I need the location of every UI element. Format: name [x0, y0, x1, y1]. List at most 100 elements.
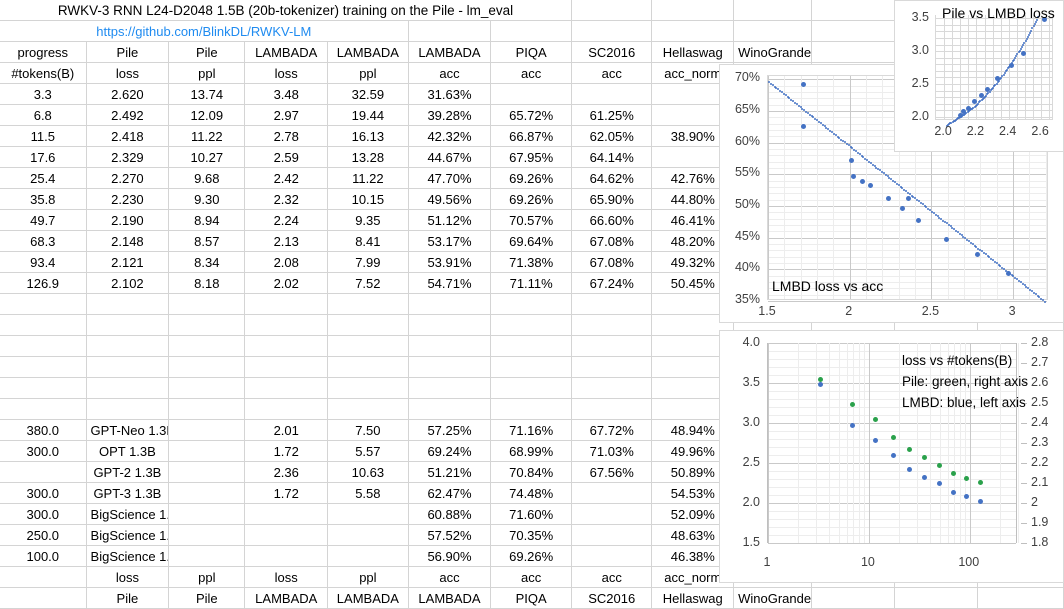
column-header-2[interactable]: loss	[86, 62, 170, 84]
data-cell[interactable]: 7.50	[327, 419, 409, 441]
data-cell[interactable]	[168, 503, 246, 525]
data-cell[interactable]: 13.28	[327, 146, 409, 168]
data-cell[interactable]: 69.26%	[490, 188, 572, 210]
column-header-4[interactable]: LAMBADA	[244, 41, 329, 63]
empty-cell[interactable]	[86, 398, 170, 420]
empty-cell[interactable]	[811, 20, 896, 42]
data-cell[interactable]: 57.25%	[408, 419, 492, 441]
data-cell[interactable]	[168, 419, 246, 441]
data-cell[interactable]: 9.35	[327, 209, 409, 231]
column-header-7[interactable]: acc	[490, 62, 572, 84]
data-cell[interactable]: 53.91%	[408, 251, 492, 273]
footer-header-8[interactable]: SC2016	[571, 587, 653, 609]
data-cell[interactable]	[327, 503, 409, 525]
data-cell[interactable]: 69.26%	[490, 167, 572, 189]
empty-cell[interactable]	[571, 20, 653, 42]
data-cell[interactable]	[168, 524, 246, 546]
column-header-9[interactable]: acc_norm	[651, 62, 735, 84]
data-cell[interactable]	[0, 461, 87, 483]
empty-cell[interactable]	[651, 0, 735, 21]
data-cell[interactable]: 19.44	[327, 104, 409, 126]
empty-cell[interactable]	[168, 398, 246, 420]
data-cell[interactable]	[571, 524, 653, 546]
data-cell[interactable]: 12.09	[168, 104, 246, 126]
data-cell[interactable]	[571, 545, 653, 567]
data-cell[interactable]: 71.60%	[490, 503, 572, 525]
data-cell[interactable]: 11.22	[327, 167, 409, 189]
data-cell[interactable]: 2.97	[244, 104, 329, 126]
data-cell[interactable]: 69.26%	[490, 545, 572, 567]
column-header-5[interactable]: ppl	[327, 62, 409, 84]
empty-cell[interactable]	[86, 377, 170, 399]
data-cell[interactable]: 16.13	[327, 125, 409, 147]
data-cell[interactable]: 2.59	[244, 146, 329, 168]
data-cell[interactable]: 32.59	[327, 83, 409, 105]
data-cell[interactable]: 71.38%	[490, 251, 572, 273]
data-cell[interactable]: 50.45%	[651, 272, 735, 294]
column-header-2[interactable]: Pile	[86, 41, 170, 63]
empty-cell[interactable]	[571, 356, 653, 378]
data-cell[interactable]: 65.72%	[490, 104, 572, 126]
data-cell[interactable]: 54.53%	[651, 482, 735, 504]
data-cell[interactable]: 52.09%	[651, 503, 735, 525]
model-name-cell[interactable]: OPT 1.3B	[86, 440, 170, 462]
model-name-cell[interactable]: BigScience 1.3B-Pile	[86, 503, 170, 525]
data-cell[interactable]: 3.48	[244, 83, 329, 105]
footer-header-4[interactable]: loss	[244, 566, 329, 588]
empty-cell[interactable]	[244, 356, 329, 378]
empty-cell[interactable]	[811, 0, 896, 21]
data-cell[interactable]: 39.28%	[408, 104, 492, 126]
data-cell[interactable]: 2.13	[244, 230, 329, 252]
data-cell[interactable]: 2.42	[244, 167, 329, 189]
data-cell[interactable]	[571, 482, 653, 504]
empty-cell[interactable]	[327, 335, 409, 357]
data-cell[interactable]	[168, 461, 246, 483]
empty-cell[interactable]	[0, 377, 87, 399]
empty-cell[interactable]	[490, 356, 572, 378]
empty-cell[interactable]	[168, 377, 246, 399]
empty-cell[interactable]	[651, 314, 735, 336]
data-cell[interactable]: 1.72	[244, 440, 329, 462]
empty-cell[interactable]	[0, 356, 87, 378]
data-cell[interactable]: 49.96%	[651, 440, 735, 462]
empty-cell[interactable]	[408, 335, 492, 357]
footer-header-4[interactable]: LAMBADA	[244, 587, 329, 609]
data-cell[interactable]: 2.148	[86, 230, 170, 252]
data-cell[interactable]	[571, 503, 653, 525]
empty-cell[interactable]	[490, 377, 572, 399]
data-cell[interactable]: 6.8	[0, 104, 87, 126]
empty-cell[interactable]	[168, 314, 246, 336]
data-cell[interactable]: 67.56%	[571, 461, 653, 483]
empty-cell[interactable]	[244, 314, 329, 336]
github-link[interactable]: https://github.com/BlinkDL/RWKV-LM	[0, 20, 409, 42]
data-cell[interactable]: 13.74	[168, 83, 246, 105]
footer-header-8[interactable]: acc	[571, 566, 653, 588]
empty-cell[interactable]	[571, 377, 653, 399]
data-cell[interactable]: 42.76%	[651, 167, 735, 189]
empty-cell[interactable]	[490, 398, 572, 420]
model-name-cell[interactable]: BigScience 1.3B-Pile	[86, 545, 170, 567]
empty-cell[interactable]	[811, 41, 896, 63]
data-cell[interactable]: 10.15	[327, 188, 409, 210]
empty-cell[interactable]	[244, 377, 329, 399]
data-cell[interactable]: 48.63%	[651, 524, 735, 546]
data-cell[interactable]: 2.121	[86, 251, 170, 273]
data-cell[interactable]: 67.72%	[571, 419, 653, 441]
data-cell[interactable]: 300.0	[0, 503, 87, 525]
data-cell[interactable]: 17.6	[0, 146, 87, 168]
data-cell[interactable]: 2.492	[86, 104, 170, 126]
footer-header-3[interactable]: ppl	[168, 566, 246, 588]
empty-cell[interactable]	[244, 335, 329, 357]
empty-cell[interactable]	[490, 293, 572, 315]
footer-row-2[interactable]: Pile Pile LAMBADA LAMBADA LAMBADA PIQA SC2016 H…	[0, 587, 1064, 609]
data-cell[interactable]: 62.05%	[571, 125, 653, 147]
data-cell[interactable]: 42.32%	[408, 125, 492, 147]
footer-header-5[interactable]: LAMBADA	[327, 587, 409, 609]
column-header-8[interactable]: SC2016	[571, 41, 653, 63]
data-cell[interactable]: 65.90%	[571, 188, 653, 210]
data-cell[interactable]: 2.418	[86, 125, 170, 147]
data-cell[interactable]: 60.88%	[408, 503, 492, 525]
empty-cell[interactable]	[86, 314, 170, 336]
footer-header-1[interactable]	[0, 566, 87, 588]
column-header-7[interactable]: PIQA	[490, 41, 572, 63]
